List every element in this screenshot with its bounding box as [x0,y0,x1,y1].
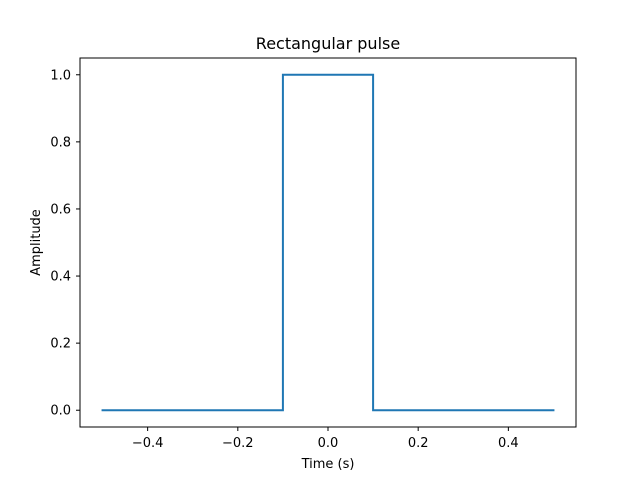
x-tick-label: 0.0 [318,436,339,451]
x-axis-label: Time (s) [301,457,355,472]
y-axis-label: Amplitude [29,209,44,276]
x-tick-label: 0.4 [498,436,519,451]
y-tick-label: 0.2 [50,337,71,352]
x-tick-label: −0.2 [222,436,254,451]
plot-area [101,73,555,412]
x-tick-label: 0.2 [408,436,429,451]
y-tick-label: 1.0 [50,68,71,83]
chart-title: Rectangular pulse [256,34,400,53]
y-tick-label: 0.0 [50,404,71,419]
series-line-0 [101,73,555,412]
x-tick-label: −0.4 [132,436,164,451]
y-tick-label: 0.6 [50,202,71,217]
y-tick-label: 0.4 [50,270,71,285]
y-tick-label: 0.8 [50,135,71,150]
x-axis-ticks: −0.4 −0.2 0.0 0.2 0.4 [132,427,519,451]
y-axis-ticks: 0.0 0.2 0.4 0.6 0.8 1.0 [50,68,80,419]
